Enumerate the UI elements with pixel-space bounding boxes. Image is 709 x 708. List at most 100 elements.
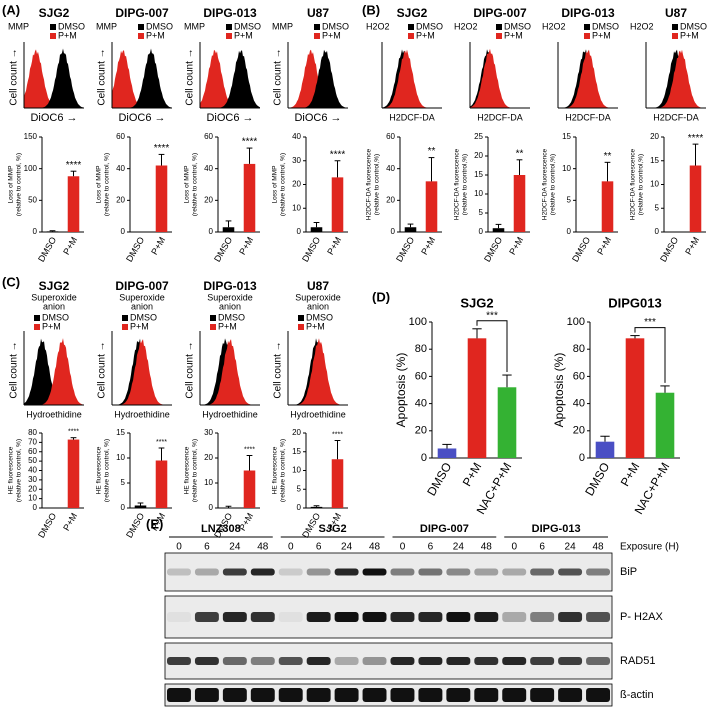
y-tick-label: 60 xyxy=(28,447,37,456)
histogram-shape xyxy=(382,49,442,108)
legend-label: P+M xyxy=(680,30,699,40)
bar xyxy=(492,228,505,232)
y-tick-label: 15 xyxy=(292,447,301,456)
marker-label: MMP xyxy=(8,21,29,31)
significance-label: **** xyxy=(244,446,255,453)
y-tick-label: 50 xyxy=(28,195,37,204)
histogram-x-label: DiOC6 → xyxy=(30,112,77,124)
significance-label: *** xyxy=(644,317,656,328)
timepoint-label: 48 xyxy=(257,542,269,553)
timepoint-label: 24 xyxy=(341,542,353,553)
legend-swatch xyxy=(210,315,216,321)
marker-label: anion xyxy=(131,301,153,311)
blot-band xyxy=(446,657,471,665)
significance-label: **** xyxy=(156,439,167,446)
y-axis-label: H2DCF-DA fluorescence xyxy=(454,149,461,221)
legend-label: DMSO xyxy=(504,21,531,31)
x-tick-label: DMSO xyxy=(482,235,504,263)
timepoint-label: 6 xyxy=(428,542,434,553)
y-tick-label: 0 xyxy=(209,503,214,512)
histogram-y-label: Cell count → xyxy=(185,48,196,105)
blot-band xyxy=(334,688,359,702)
histogram-x-label: H2DCF-DA xyxy=(477,112,523,122)
significance-label: *** xyxy=(486,310,498,321)
histogram-x-label: DiOC6 → xyxy=(294,112,341,124)
significance-label: **** xyxy=(66,160,82,171)
significance-label: **** xyxy=(330,149,346,160)
timepoint-label: 48 xyxy=(369,542,381,553)
legend-swatch xyxy=(34,324,40,330)
y-tick-label: 10 xyxy=(292,466,301,475)
blot-band xyxy=(334,568,359,576)
marker-label: H2O2 xyxy=(542,21,566,31)
blot-band xyxy=(250,688,275,702)
x-tick-label: P+M xyxy=(237,235,255,256)
significance-label: **** xyxy=(688,133,704,144)
histogram-shape xyxy=(288,338,348,405)
bar xyxy=(497,387,517,458)
legend-label: P+M xyxy=(416,30,435,40)
legend-label: DMSO xyxy=(234,21,261,31)
bar xyxy=(310,227,323,232)
y-tick-label: 70 xyxy=(28,437,37,446)
cell-line-title: DIPG-007 xyxy=(473,6,527,20)
histogram-x-label: Hydroethidine xyxy=(202,409,258,419)
y-tick-label: 80 xyxy=(415,343,427,355)
legend-swatch xyxy=(210,324,216,330)
timepoint-label: 0 xyxy=(400,542,406,553)
histogram-shape xyxy=(24,48,84,108)
y-tick-label: 0 xyxy=(297,227,302,236)
legend-label: DMSO xyxy=(146,21,173,31)
y-tick-label: 0 xyxy=(297,503,302,512)
y-tick-label: 10 xyxy=(28,494,37,503)
timepoint-label: 48 xyxy=(481,542,493,553)
panel-label: (E) xyxy=(146,516,163,531)
significance-label: **** xyxy=(68,429,79,436)
blot-band xyxy=(586,612,610,622)
marker-label: MMP xyxy=(96,21,117,31)
y-tick-label: 10 xyxy=(116,453,125,462)
x-tick-label: DMSO xyxy=(658,235,680,263)
y-axis-label: (relative to control,%) xyxy=(462,154,469,215)
y-tick-label: 5 xyxy=(655,203,660,212)
y-tick-label: 20 xyxy=(204,195,213,204)
x-tick-label: P+M xyxy=(61,511,79,532)
y-tick-label: 20 xyxy=(204,453,213,462)
blot-band xyxy=(474,612,499,622)
y-tick-label: 40 xyxy=(386,164,395,173)
histogram-y-label: Cell count → xyxy=(185,341,196,398)
blot-band xyxy=(446,612,471,622)
group-label: SJG2 xyxy=(319,523,347,535)
y-tick-label: 30 xyxy=(204,428,213,437)
blot-band xyxy=(530,688,555,702)
blot-band xyxy=(222,612,247,622)
marker-label: Superoxide xyxy=(295,292,341,302)
exposure-label: Exposure (H) xyxy=(620,542,679,553)
legend-swatch xyxy=(496,24,502,30)
blot-band xyxy=(167,568,191,576)
blot-band xyxy=(362,612,387,622)
cell-line-title: SJG2 xyxy=(397,6,428,20)
y-tick-label: 40 xyxy=(415,398,427,410)
y-tick-label: 15 xyxy=(650,156,659,165)
cell-line-title: U87 xyxy=(665,6,687,20)
histogram-shape xyxy=(200,339,260,405)
legend-swatch xyxy=(122,324,128,330)
y-tick-label: 0 xyxy=(479,227,484,236)
blot-band xyxy=(558,688,583,702)
y-axis-label: Loss of MMP xyxy=(8,166,15,204)
y-tick-label: 40 xyxy=(116,164,125,173)
y-tick-label: 40 xyxy=(573,398,585,410)
blot-band xyxy=(362,568,387,576)
histogram-shape xyxy=(24,338,84,405)
y-tick-label: 0 xyxy=(655,227,660,236)
blot-band xyxy=(418,568,443,576)
blot-band xyxy=(194,568,219,576)
x-tick-label: P+M xyxy=(149,235,167,256)
significance-label: **** xyxy=(332,431,343,438)
blot-band xyxy=(222,688,247,702)
group-label: DIPG-007 xyxy=(420,523,469,535)
timepoint-label: 24 xyxy=(565,542,577,553)
blot-band xyxy=(194,612,219,622)
blot-band xyxy=(474,568,499,576)
